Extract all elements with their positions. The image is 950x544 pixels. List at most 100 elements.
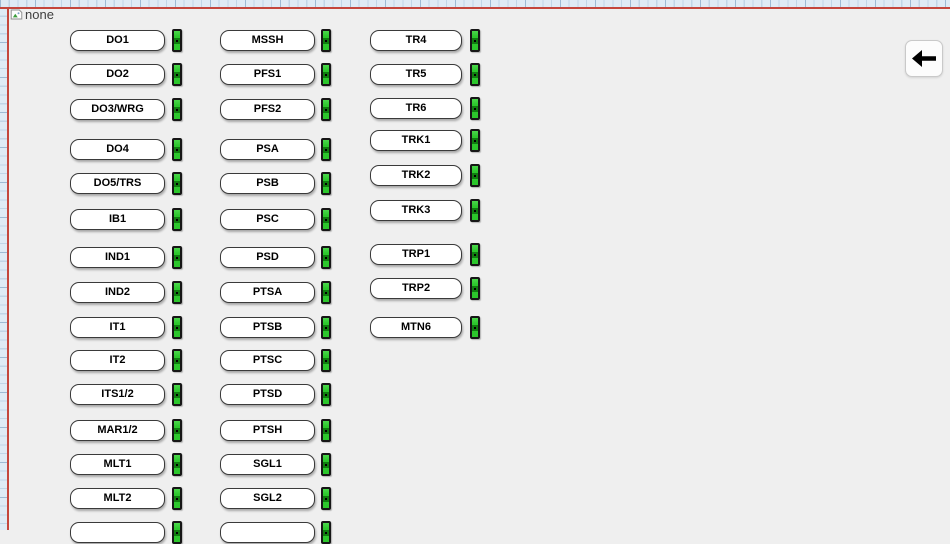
indicator-handle bbox=[323, 216, 329, 223]
green-slide-indicator-its1-2[interactable] bbox=[172, 383, 182, 406]
device-button-do3-wrg[interactable]: DO3/WRG bbox=[70, 99, 165, 120]
device-button-it1[interactable]: IT1 bbox=[70, 317, 165, 338]
device-button-psb[interactable]: PSB bbox=[220, 173, 315, 194]
indicator-handle bbox=[472, 71, 478, 78]
device-button-do2[interactable]: DO2 bbox=[70, 64, 165, 85]
green-slide-indicator-do2[interactable] bbox=[172, 63, 182, 86]
device-button-trk1[interactable]: TRK1 bbox=[370, 130, 462, 151]
device-button-psc[interactable]: PSC bbox=[220, 209, 315, 230]
green-slide-indicator-ind1[interactable] bbox=[172, 246, 182, 269]
back-button[interactable] bbox=[905, 40, 943, 77]
green-slide-indicator-trk1[interactable] bbox=[470, 129, 480, 152]
device-button-mtn6[interactable]: MTN6 bbox=[370, 317, 462, 338]
green-slide-indicator-do1[interactable] bbox=[172, 29, 182, 52]
green-slide-indicator-mlt1[interactable] bbox=[172, 453, 182, 476]
green-slide-indicator-tr6[interactable] bbox=[470, 97, 480, 120]
green-slide-indicator-trk2[interactable] bbox=[470, 164, 480, 187]
indicator-handle bbox=[174, 180, 180, 187]
green-slide-indicator-ib1[interactable] bbox=[172, 208, 182, 231]
device-button-pfs2[interactable]: PFS2 bbox=[220, 99, 315, 120]
green-slide-indicator-sgl2[interactable] bbox=[321, 487, 331, 510]
green-slide-indicator-do3-wrg[interactable] bbox=[172, 98, 182, 121]
green-slide-indicator-pfs2[interactable] bbox=[321, 98, 331, 121]
green-slide-indicator-psa[interactable] bbox=[321, 138, 331, 161]
green-slide-indicator-ptsb[interactable] bbox=[321, 316, 331, 339]
green-slide-indicator-ptsa[interactable] bbox=[321, 281, 331, 304]
device-button-mar1-2[interactable]: MAR1/2 bbox=[70, 420, 165, 441]
device-button-trp2[interactable]: TRP2 bbox=[370, 278, 462, 299]
button-panel: DO1 DO2 DO3/WRG DO4 DO5/TRS IB1 IND1 IND2 IT1 IT2… bbox=[0, 0, 950, 530]
device-button-ind2[interactable]: IND2 bbox=[70, 282, 165, 303]
green-slide-indicator-partial[interactable] bbox=[321, 521, 331, 544]
green-slide-indicator-trk3[interactable] bbox=[470, 199, 480, 222]
green-slide-indicator-mlt2[interactable] bbox=[172, 487, 182, 510]
device-button-ptsb[interactable]: PTSB bbox=[220, 317, 315, 338]
device-button-tr6[interactable]: TR6 bbox=[370, 98, 462, 119]
device-button-do4[interactable]: DO4 bbox=[70, 139, 165, 160]
device-button-tr5[interactable]: TR5 bbox=[370, 64, 462, 85]
device-button-ptsa[interactable]: PTSA bbox=[220, 282, 315, 303]
green-slide-indicator-it2[interactable] bbox=[172, 349, 182, 372]
green-slide-indicator-tr5[interactable] bbox=[470, 63, 480, 86]
top-frame-line bbox=[0, 7, 950, 9]
device-button-partial[interactable] bbox=[70, 522, 165, 543]
indicator-handle bbox=[472, 251, 478, 258]
device-button-trk3[interactable]: TRK3 bbox=[370, 200, 462, 221]
device-button-its1-2[interactable]: ITS1/2 bbox=[70, 384, 165, 405]
device-button-mssh[interactable]: MSSH bbox=[220, 30, 315, 51]
device-button-mlt1[interactable]: MLT1 bbox=[70, 454, 165, 475]
device-button-ptsd[interactable]: PTSD bbox=[220, 384, 315, 405]
green-slide-indicator-psb[interactable] bbox=[321, 172, 331, 195]
broken-image-alt-text: none bbox=[25, 7, 54, 22]
green-slide-indicator-mtn6[interactable] bbox=[470, 316, 480, 339]
indicator-handle bbox=[174, 37, 180, 44]
device-button-psa[interactable]: PSA bbox=[220, 139, 315, 160]
green-slide-indicator-mssh[interactable] bbox=[321, 29, 331, 52]
green-slide-indicator-do4[interactable] bbox=[172, 138, 182, 161]
device-button-do1[interactable]: DO1 bbox=[70, 30, 165, 51]
device-button-ib1[interactable]: IB1 bbox=[70, 209, 165, 230]
device-button-ptsh[interactable]: PTSH bbox=[220, 420, 315, 441]
device-button-pfs1[interactable]: PFS1 bbox=[220, 64, 315, 85]
indicator-handle bbox=[323, 495, 329, 502]
indicator-handle bbox=[174, 529, 180, 536]
device-button-partial[interactable] bbox=[220, 522, 315, 543]
device-button-trk2[interactable]: TRK2 bbox=[370, 165, 462, 186]
indicator-handle bbox=[323, 461, 329, 468]
top-ruler-strip bbox=[0, 0, 950, 7]
green-slide-indicator-ind2[interactable] bbox=[172, 281, 182, 304]
green-slide-indicator-ptsc[interactable] bbox=[321, 349, 331, 372]
indicator-handle bbox=[472, 137, 478, 144]
green-slide-indicator-it1[interactable] bbox=[172, 316, 182, 339]
device-button-tr4[interactable]: TR4 bbox=[370, 30, 462, 51]
indicator-handle bbox=[323, 289, 329, 296]
device-button-psd[interactable]: PSD bbox=[220, 247, 315, 268]
green-slide-indicator-sgl1[interactable] bbox=[321, 453, 331, 476]
device-button-trp1[interactable]: TRP1 bbox=[370, 244, 462, 265]
device-button-mlt2[interactable]: MLT2 bbox=[70, 488, 165, 509]
device-button-ind1[interactable]: IND1 bbox=[70, 247, 165, 268]
green-slide-indicator-psc[interactable] bbox=[321, 208, 331, 231]
green-slide-indicator-do5-trs[interactable] bbox=[172, 172, 182, 195]
panel-page: { "page": { "background_image_alt": "non… bbox=[0, 0, 950, 530]
green-slide-indicator-ptsd[interactable] bbox=[321, 383, 331, 406]
indicator-handle bbox=[323, 106, 329, 113]
indicator-handle bbox=[323, 180, 329, 187]
green-slide-indicator-mar1-2[interactable] bbox=[172, 419, 182, 442]
indicator-handle bbox=[174, 289, 180, 296]
indicator-handle bbox=[323, 529, 329, 536]
device-button-sgl2[interactable]: SGL2 bbox=[220, 488, 315, 509]
indicator-handle bbox=[174, 391, 180, 398]
green-slide-indicator-trp2[interactable] bbox=[470, 277, 480, 300]
green-slide-indicator-ptsh[interactable] bbox=[321, 419, 331, 442]
device-button-it2[interactable]: IT2 bbox=[70, 350, 165, 371]
device-button-sgl1[interactable]: SGL1 bbox=[220, 454, 315, 475]
device-button-do5-trs[interactable]: DO5/TRS bbox=[70, 173, 165, 194]
indicator-handle bbox=[472, 172, 478, 179]
green-slide-indicator-trp1[interactable] bbox=[470, 243, 480, 266]
green-slide-indicator-psd[interactable] bbox=[321, 246, 331, 269]
device-button-ptsc[interactable]: PTSC bbox=[220, 350, 315, 371]
green-slide-indicator-pfs1[interactable] bbox=[321, 63, 331, 86]
green-slide-indicator-tr4[interactable] bbox=[470, 29, 480, 52]
green-slide-indicator-partial[interactable] bbox=[172, 521, 182, 544]
